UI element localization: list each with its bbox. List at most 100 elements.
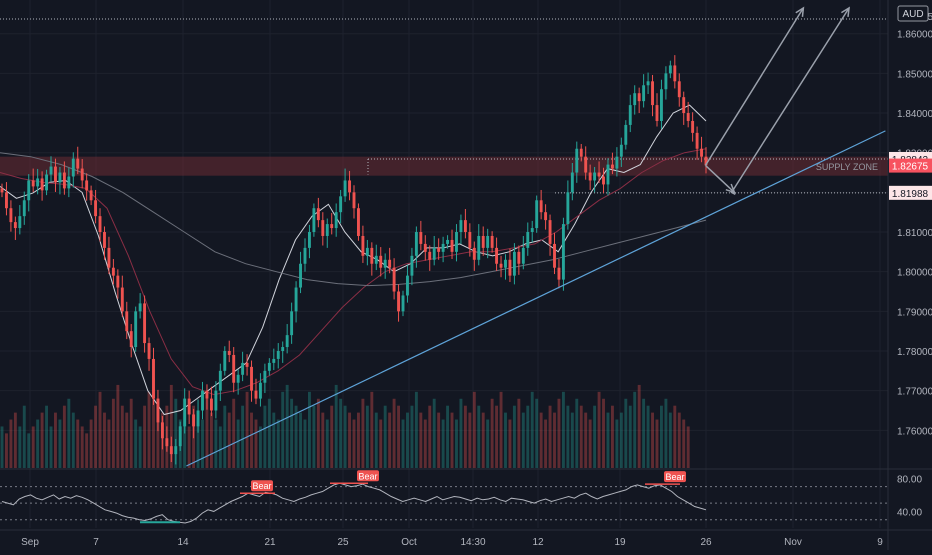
- volume-bar: [642, 398, 646, 468]
- price-label-box: [889, 158, 932, 173]
- volume-bar: [272, 412, 276, 468]
- volume-bar: [111, 398, 115, 468]
- volume-bar: [499, 391, 503, 468]
- candle-body: [486, 235, 490, 248]
- volume-bar: [303, 419, 307, 468]
- volume-bar: [174, 398, 178, 468]
- volume-bar: [521, 412, 525, 468]
- time-tick-label: 9: [877, 537, 883, 548]
- candle-body: [610, 164, 614, 169]
- price-tick-label: 1.79000: [897, 307, 932, 318]
- candle-body: [691, 120, 695, 133]
- volume-bar: [98, 391, 102, 468]
- candle-body: [40, 178, 44, 191]
- candle-body: [570, 172, 574, 193]
- volume-bar: [258, 426, 262, 468]
- candle-body: [22, 200, 26, 217]
- volume-bar: [36, 419, 40, 468]
- volume-bar: [214, 419, 218, 468]
- rsi-tick-label: 80.00: [897, 474, 922, 485]
- candle-body: [539, 200, 543, 213]
- candle-body: [700, 148, 703, 157]
- volume-bar: [125, 412, 129, 468]
- candle-body: [111, 267, 115, 276]
- candles[interactable]: [0, 55, 708, 465]
- candle-body: [374, 255, 378, 264]
- bear-label-text: Bear: [252, 481, 271, 491]
- volume-bar: [71, 412, 75, 468]
- candle-body: [682, 97, 686, 114]
- candle-body: [624, 124, 628, 145]
- volume-bar: [388, 412, 392, 468]
- volume-bar: [205, 398, 209, 468]
- volume-bar: [227, 412, 231, 468]
- bear-label-box: [251, 480, 273, 492]
- candle-body: [18, 216, 22, 229]
- candle-body: [432, 247, 436, 260]
- volume-bar: [633, 391, 637, 468]
- candle-body: [477, 235, 481, 260]
- candle-body: [312, 208, 316, 233]
- candle-body: [615, 156, 619, 169]
- candle-body: [49, 166, 53, 175]
- candle-body: [512, 251, 516, 276]
- volume-bar: [561, 391, 565, 468]
- moving-average-line: [0, 104, 707, 416]
- candle-body: [160, 422, 164, 439]
- volume-bar: [401, 419, 405, 468]
- candle-body: [361, 235, 365, 256]
- candle-body: [258, 382, 262, 399]
- candle-body: [463, 220, 467, 233]
- drawings[interactable]: [186, 6, 886, 467]
- volume-bar: [201, 419, 204, 468]
- volume-bar: [45, 405, 49, 468]
- volume-bar: [628, 405, 632, 468]
- candle-body: [383, 259, 387, 268]
- volume-bar: [370, 391, 374, 468]
- candle-body: [227, 351, 231, 355]
- moving-average-line: [0, 148, 707, 396]
- volume-bar: [357, 412, 360, 468]
- candle-body: [192, 414, 196, 427]
- candle-body: [423, 243, 427, 252]
- candle-body: [116, 275, 120, 288]
- volume-bar: [544, 419, 548, 468]
- volume-bar: [80, 426, 84, 468]
- volume-bar: [236, 419, 240, 468]
- volume-bar: [31, 426, 35, 468]
- volume-bar: [468, 412, 472, 468]
- candle-body: [619, 144, 623, 157]
- candle-body: [303, 247, 307, 264]
- candle-body: [526, 232, 530, 248]
- candle-body: [441, 243, 445, 252]
- candle-body: [236, 374, 240, 383]
- time-tick-label: Sep: [21, 537, 39, 548]
- candle-body: [156, 398, 160, 423]
- candle-body: [548, 220, 552, 244]
- candle-body: [27, 180, 31, 201]
- candle-body: [339, 196, 343, 213]
- candle-body: [129, 331, 133, 348]
- candle-body: [98, 216, 102, 233]
- volume-bar: [584, 412, 588, 468]
- candle-body: [316, 208, 320, 221]
- candle-body: [637, 93, 641, 102]
- volume-bar: [67, 398, 71, 468]
- candle-body: [646, 81, 650, 86]
- candle-body: [535, 200, 539, 229]
- candle-body: [579, 148, 583, 157]
- candle-body: [379, 255, 383, 268]
- volume-bar: [610, 405, 614, 468]
- volume-bar: [441, 419, 445, 468]
- candle-body: [651, 81, 654, 106]
- candle-body: [5, 192, 8, 209]
- candle-body: [254, 390, 258, 399]
- volume-bar: [196, 412, 200, 468]
- candle-body: [508, 259, 512, 276]
- currency-badge[interactable]: AUD: [897, 5, 929, 22]
- candle-body: [588, 172, 592, 181]
- candle-body: [165, 438, 169, 447]
